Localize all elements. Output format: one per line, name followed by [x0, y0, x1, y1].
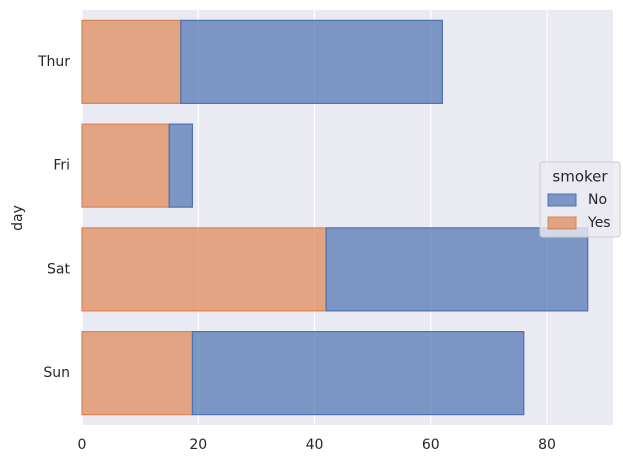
bar-segment: [81, 19, 182, 104]
y-axis-label: day: [10, 205, 26, 231]
legend-swatch: [547, 216, 577, 230]
bar-segment: [81, 227, 327, 312]
bar-segment: [81, 331, 194, 416]
bar-segment: [191, 331, 525, 416]
x-tick-label: 20: [189, 437, 207, 453]
y-tick-label: Sat: [47, 261, 70, 277]
y-tick-label: Sun: [43, 365, 70, 381]
legend-label: Yes: [587, 215, 611, 231]
x-tick-label: 0: [78, 437, 87, 453]
bar-segment: [180, 19, 443, 104]
bar-segment: [168, 123, 194, 208]
x-tick-label: 80: [538, 437, 556, 453]
y-tick-label: Fri: [53, 158, 70, 174]
y-tick-label: Thur: [37, 54, 70, 70]
bar-segment: [81, 123, 170, 208]
bar-segment: [325, 227, 589, 312]
x-tick-label: 60: [422, 437, 440, 453]
legend-swatch: [547, 193, 577, 207]
x-tick-label: 40: [306, 437, 324, 453]
legend-title: smoker: [552, 168, 608, 186]
legend-label: No: [588, 192, 607, 208]
